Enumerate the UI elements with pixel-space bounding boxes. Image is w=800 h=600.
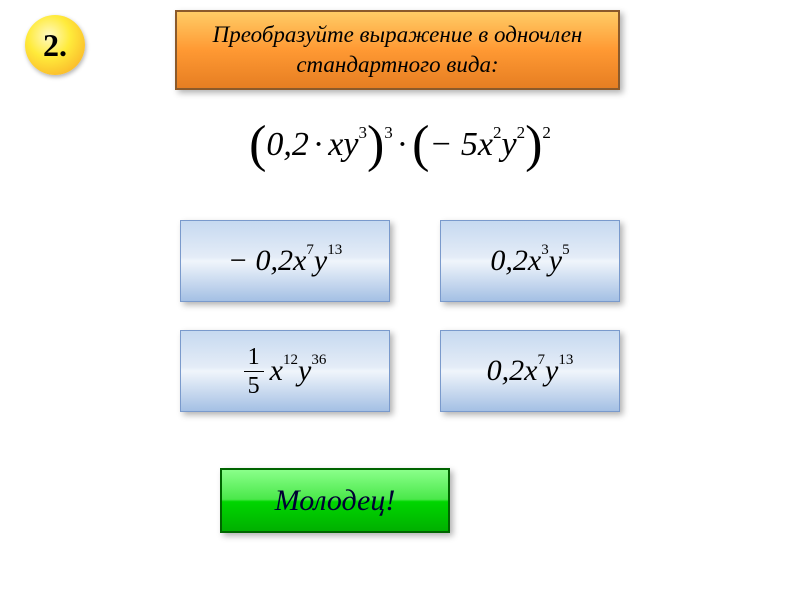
answer-exp: 7 — [306, 242, 314, 259]
instruction-text: Преобразуйте выражение в одночлен станда… — [183, 20, 612, 80]
var-2b: y — [501, 126, 516, 164]
answer-coeff: 0,2 — [490, 244, 528, 278]
answer-option-1[interactable]: − 0,2 x 7 y 13 — [180, 220, 390, 302]
answer-var: x — [293, 244, 306, 278]
instruction-box: Преобразуйте выражение в одночлен станда… — [175, 10, 620, 90]
answer-exp: 7 — [538, 352, 546, 369]
answer-exp: 13 — [558, 352, 573, 369]
answer-exp: 13 — [327, 242, 342, 259]
exp-2b: 2 — [517, 123, 526, 143]
fraction-icon: 1 5 — [244, 345, 264, 398]
open-paren-icon: ( — [412, 115, 429, 174]
outer-exp-1: 3 — [384, 123, 393, 143]
multiply-dot-icon: · — [309, 126, 328, 164]
answer-var: x — [524, 354, 537, 388]
feedback-text: Молодец! — [275, 484, 396, 518]
fraction-denominator: 5 — [244, 371, 264, 398]
vars-1: xy — [328, 126, 358, 164]
feedback-box: Молодец! — [220, 468, 450, 533]
question-number-badge: 2. — [25, 15, 85, 75]
answer-option-3[interactable]: 1 5 x 12 y 36 — [180, 330, 390, 412]
answer-exp: 5 — [562, 242, 570, 259]
main-expression: ( 0,2 · xy 3 ) 3 · ( − 5 x 2 y 2 ) 2 — [249, 115, 551, 174]
answer-coeff: − 0,2 — [228, 244, 293, 278]
answer-var: x — [270, 354, 283, 388]
coeff-1: 0,2 — [266, 126, 309, 164]
answer-coeff: 0,2 — [487, 354, 525, 388]
question-number: 2. — [43, 27, 67, 64]
var-2a: x — [478, 126, 493, 164]
answer-row-1: − 0,2 x 7 y 13 0,2 x 3 y 5 — [180, 220, 620, 302]
answer-exp: 36 — [311, 352, 326, 369]
answer-var: y — [549, 244, 562, 278]
answer-var: x — [528, 244, 541, 278]
open-paren-icon: ( — [249, 115, 266, 174]
answer-option-2[interactable]: 0,2 x 3 y 5 — [440, 220, 620, 302]
coeff-2: − 5 — [429, 126, 477, 164]
answer-option-4[interactable]: 0,2 x 7 y 13 — [440, 330, 620, 412]
inner-exp-1: 3 — [358, 123, 367, 143]
fraction-numerator: 1 — [244, 345, 264, 371]
multiply-dot-icon: · — [393, 126, 412, 164]
answer-row-2: 1 5 x 12 y 36 0,2 x 7 y 13 — [180, 330, 620, 412]
answer-exp: 3 — [541, 242, 549, 259]
answer-var: y — [298, 354, 311, 388]
exp-2a: 2 — [493, 123, 502, 143]
answer-exp: 12 — [283, 352, 298, 369]
close-paren-icon: ) — [525, 115, 542, 174]
answer-var: y — [314, 244, 327, 278]
answer-var: y — [545, 354, 558, 388]
close-paren-icon: ) — [367, 115, 384, 174]
outer-exp-2: 2 — [542, 123, 551, 143]
